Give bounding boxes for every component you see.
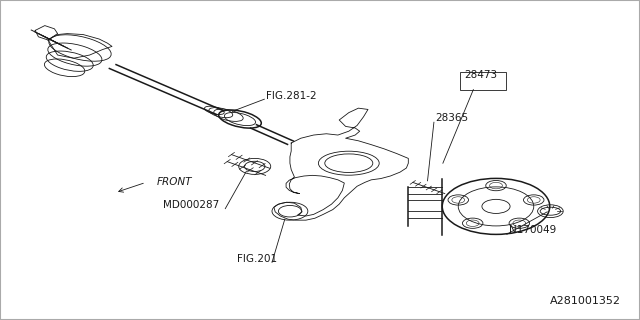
Text: FIG.281-2: FIG.281-2: [266, 91, 316, 101]
Text: FIG.201: FIG.201: [237, 254, 277, 264]
Text: MD000287: MD000287: [163, 200, 220, 210]
Text: FRONT: FRONT: [157, 177, 192, 187]
Text: 28365: 28365: [435, 113, 468, 123]
Text: 28473: 28473: [464, 70, 497, 80]
Text: N170049: N170049: [509, 225, 556, 235]
Text: A281001352: A281001352: [550, 296, 621, 306]
Bar: [460, 72, 506, 90]
